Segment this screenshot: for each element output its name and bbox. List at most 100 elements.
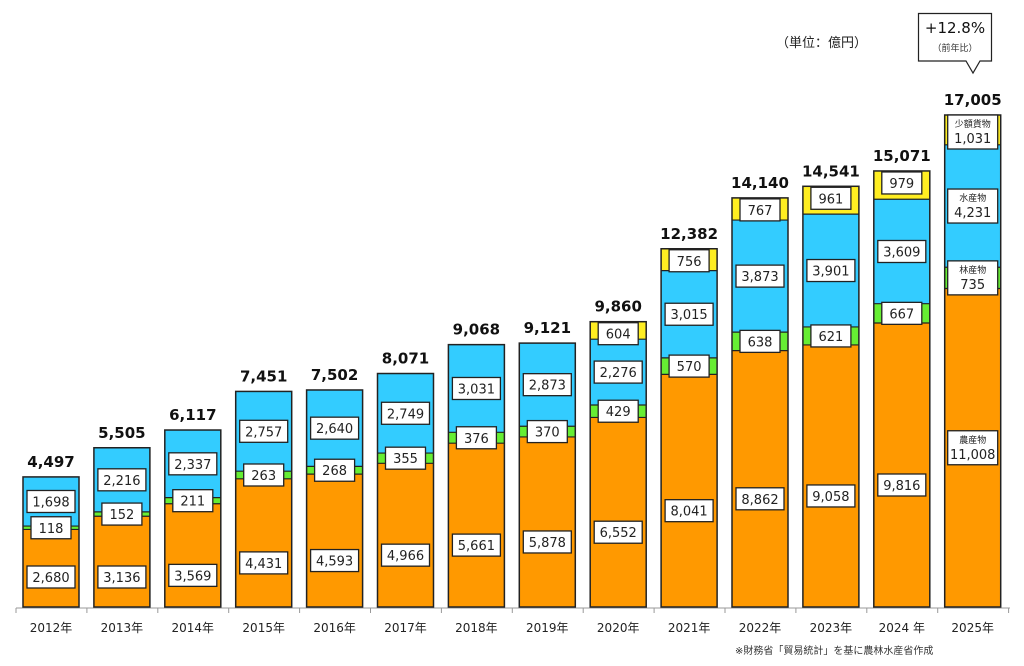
- data-label-forestry-text: 152: [109, 508, 134, 523]
- data-label-forestry-box: [947, 260, 999, 296]
- data-label-agriculture-box: [593, 520, 643, 544]
- data-label-agriculture-text: 5,878: [529, 536, 566, 551]
- data-label-agriculture-text: 9,058: [812, 490, 849, 505]
- data-label-small-parcel-box: [881, 171, 923, 195]
- data-label-small-parcel-text: 767: [748, 204, 773, 219]
- bar-outline: [234, 390, 293, 608]
- data-label-agriculture-text: 3,569: [174, 569, 211, 584]
- data-label-fishery-text: 3,873: [741, 270, 778, 285]
- total-label: 9,860: [594, 298, 641, 316]
- bar-outline: [873, 170, 931, 608]
- data-label-fishery-box: [309, 416, 360, 440]
- bar-outline: [447, 343, 506, 608]
- data-label-agriculture-box: [97, 565, 147, 589]
- data-label-fishery-box: [239, 419, 289, 443]
- total-label: 9,068: [453, 321, 500, 339]
- data-label-forestry-box: [455, 426, 498, 450]
- x-tick-label: 2020年: [597, 621, 640, 635]
- data-label-fishery-box: [593, 360, 643, 384]
- data-label-agriculture-box: [877, 473, 927, 497]
- data-label-fishery-text: 2,337: [174, 458, 211, 473]
- data-label-agriculture-text: 5,661: [458, 539, 495, 554]
- bar-outline: [93, 447, 151, 608]
- total-label: 8,071: [382, 350, 429, 368]
- x-tick-label: 2013年: [101, 621, 144, 635]
- bar-segment-agriculture: [802, 344, 859, 607]
- data-label-fishery-text: 2,873: [529, 379, 566, 394]
- data-label-forestry-text: 370: [535, 426, 560, 441]
- bar-segment-agriculture: [590, 417, 647, 607]
- data-label-forestry-box: [668, 354, 710, 378]
- data-label-agriculture-box: [522, 530, 572, 554]
- total-label: 14,140: [731, 174, 789, 192]
- data-label-small-parcel-box: [810, 186, 852, 210]
- data-label-forestry-text: 376: [464, 432, 489, 447]
- bar-segment-agriculture: [873, 322, 930, 607]
- bar-segment-agriculture: [164, 503, 221, 607]
- data-label-fishery-box: [26, 489, 76, 514]
- bar-outline: [589, 320, 647, 608]
- data-label-fishery-text: 2,640: [316, 422, 353, 437]
- data-label-agriculture-box: [806, 484, 856, 508]
- data-label-forestry-box: [313, 458, 356, 482]
- data-label-forestry-text: 570: [677, 360, 702, 375]
- data-label-small-parcel-text: 961: [818, 192, 843, 207]
- data-label-forestry-series-name: 林産物: [959, 264, 986, 276]
- total-label: 5,505: [98, 424, 145, 442]
- data-label-fishery-text: 3,031: [458, 382, 495, 397]
- data-label-small-parcel-series-name: 少額貨物: [955, 118, 991, 130]
- bar-outline: [731, 197, 789, 608]
- data-label-agriculture-text: 8,862: [741, 493, 778, 508]
- bar-segment-agriculture: [519, 436, 576, 607]
- bar-outline: [802, 185, 860, 608]
- bar-outline: [164, 429, 222, 608]
- bar-segment-agriculture: [377, 463, 434, 607]
- data-label-small-parcel-box: [597, 322, 639, 346]
- data-label-agriculture-text: 2,680: [32, 571, 69, 586]
- data-label-small-parcel-box: [947, 114, 999, 150]
- bar-outline: [376, 372, 435, 608]
- bar-outline: [518, 342, 577, 608]
- data-label-agriculture-text: 8,041: [670, 505, 707, 520]
- x-tick-label: 2017年: [384, 621, 427, 635]
- data-label-fishery-text: 3,609: [883, 245, 920, 260]
- data-label-agriculture-text: 3,136: [103, 571, 140, 586]
- source-note: ※財務省「貿易統計」を基に農林水産省作成: [735, 646, 934, 657]
- data-label-fishery-box: [735, 264, 785, 288]
- x-tick-label: 2018年: [455, 621, 498, 635]
- data-label-forestry-box: [881, 301, 923, 325]
- data-label-fishery-text: 4,231: [954, 206, 991, 221]
- data-label-forestry-box: [243, 463, 285, 487]
- data-label-fishery-box: [947, 188, 999, 224]
- growth-callout: +12.8% （前年比）: [917, 12, 993, 75]
- data-label-agriculture-box: [26, 565, 76, 589]
- data-label-small-parcel-text: 1,031: [954, 132, 991, 147]
- x-tick-label: 2021年: [668, 621, 711, 635]
- bar-outline: [305, 389, 364, 608]
- data-label-forestry-box: [172, 489, 214, 513]
- data-label-agriculture-box: [380, 543, 431, 567]
- data-label-small-parcel-text: 979: [889, 177, 914, 192]
- data-label-forestry-text: 667: [889, 307, 914, 322]
- data-label-forestry-text: 355: [393, 452, 418, 467]
- x-tick-label: 2024 年: [879, 621, 925, 635]
- data-label-fishery-box: [522, 373, 572, 397]
- data-label-agriculture-box: [664, 499, 714, 523]
- data-label-agriculture-box: [239, 551, 289, 575]
- data-label-fishery-text: 2,757: [245, 425, 282, 440]
- data-label-fishery-box: [451, 376, 502, 401]
- data-label-forestry-box: [384, 446, 427, 470]
- data-label-forestry-text: 211: [180, 495, 205, 510]
- bar-outline: [660, 248, 718, 608]
- data-label-forestry-box: [739, 329, 781, 354]
- data-label-agriculture-text: 6,552: [600, 526, 637, 541]
- data-label-forestry-text: 268: [322, 464, 347, 479]
- data-label-fishery-text: 2,216: [103, 474, 140, 489]
- data-label-forestry-box: [30, 516, 72, 540]
- data-label-forestry-box: [526, 419, 568, 444]
- x-tick-label: 2014年: [172, 621, 215, 635]
- total-label: 6,117: [169, 406, 216, 424]
- total-label: 15,071: [873, 147, 931, 165]
- data-label-forestry-text: 429: [606, 405, 631, 420]
